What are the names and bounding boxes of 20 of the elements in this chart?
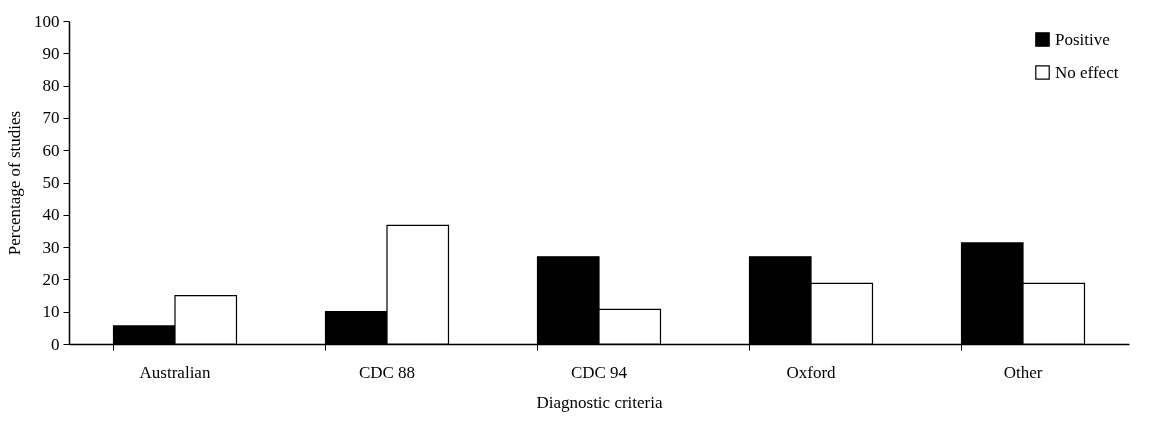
y-tick-label: 80: [42, 76, 60, 96]
x-tick-label: Oxford: [786, 362, 837, 382]
x-tick-label: Australian: [139, 362, 211, 382]
x-tick-label: Other: [1003, 362, 1043, 382]
y-tick-label: 20: [42, 269, 60, 289]
y-tick-label: 70: [42, 108, 60, 128]
legend-label: Positive: [1055, 29, 1110, 49]
y-tick-label: 50: [42, 173, 60, 192]
legend-label: No effect: [1055, 62, 1119, 82]
y-tick-label: 40: [42, 205, 60, 225]
y-tick-label: 60: [42, 140, 60, 160]
x-tick-label: CDC 88: [358, 362, 416, 382]
y-tick-label: 90: [42, 43, 60, 63]
x-tick-label: CDC 94: [570, 362, 628, 382]
y-tick-label: 0: [51, 334, 60, 354]
y-tick-label: 30: [42, 237, 60, 257]
x-axis-title: Diagnostic criteria: [536, 392, 663, 412]
y-tick-label: 10: [42, 302, 60, 322]
y-tick-label: 100: [34, 11, 60, 31]
y-axis-title: Percentage of studies: [5, 110, 24, 256]
